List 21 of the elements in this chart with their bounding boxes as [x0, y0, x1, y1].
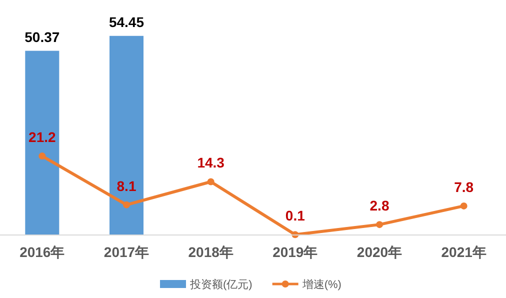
x-tick-label: 2016年	[20, 244, 65, 260]
data-label: 21.2	[28, 129, 56, 146]
data-label: 54.45	[108, 14, 144, 30]
x-tick-label: 2018年	[188, 244, 234, 260]
x-tick-label: 2017年	[104, 244, 150, 260]
legend-label: 增速(%)	[301, 278, 342, 291]
legend-label: 投资额(亿元)	[189, 278, 252, 291]
data-label: 2.8	[370, 198, 390, 214]
point	[376, 221, 383, 228]
x-tick-label: 2021年	[441, 244, 486, 260]
point	[207, 178, 214, 186]
point	[38, 152, 46, 160]
x-tick-label: 2019年	[272, 244, 318, 260]
data-label: 8.1	[116, 178, 136, 194]
point	[460, 202, 468, 210]
data-label: 0.1	[285, 208, 306, 224]
point	[123, 201, 130, 208]
data-label: 50.37	[24, 28, 60, 45]
data-label: 14.3	[197, 154, 225, 171]
x-tick-label: 2020年	[356, 244, 402, 260]
data-label: 7.8	[454, 178, 474, 195]
